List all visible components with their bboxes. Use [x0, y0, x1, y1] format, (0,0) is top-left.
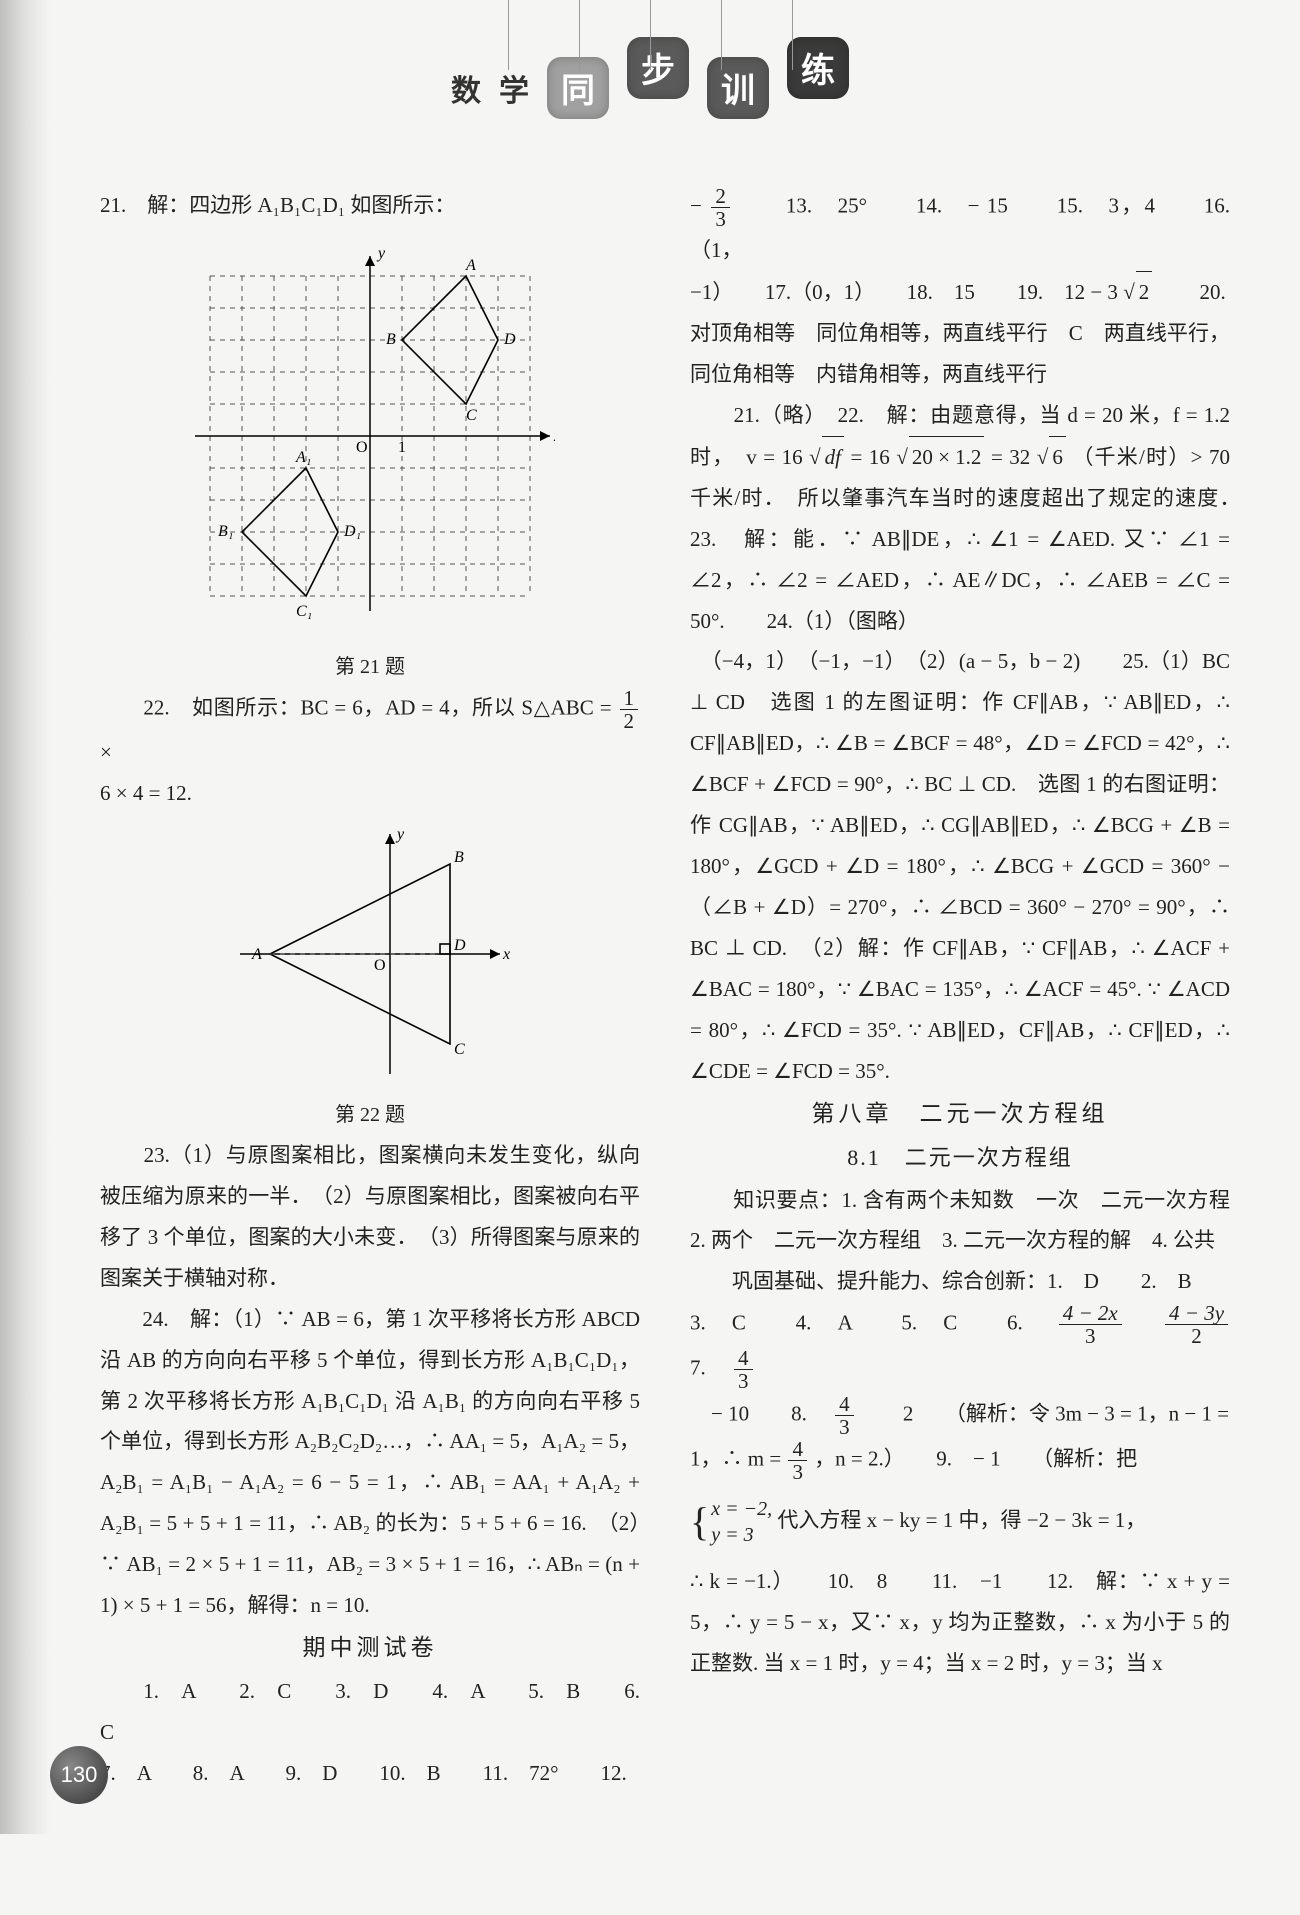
- svg-text:O: O: [356, 439, 368, 456]
- sqrt-6: √6: [1037, 445, 1066, 469]
- q22-line2: 6 × 4 = 12.: [100, 773, 640, 814]
- pr4a: 1，∴ m =: [690, 1446, 786, 1470]
- q22-tail: ×: [100, 740, 112, 764]
- figure-22-caption: 第 22 题: [100, 1096, 640, 1135]
- practice-row2: 3. C 4. A 5. C 6. 4 − 2x 3 4 − 3y 2 7. 4…: [690, 1302, 1230, 1392]
- svg-text:C₁: C₁: [296, 603, 312, 620]
- page-number: 130: [61, 1762, 98, 1788]
- svg-text:x: x: [553, 428, 555, 445]
- r-l4c: = 32: [991, 445, 1030, 469]
- q22-line1: 22. 如图所示：BC = 6，AD = 4，所以 S△ABC =: [100, 695, 618, 719]
- practice-row5: { x = −2, y = 3 代入方程 x − ky = 1 中，得 −2 −…: [690, 1483, 1230, 1561]
- svg-text:C: C: [466, 407, 477, 424]
- q24-text: 24. 解：（1）∵ AB = 6，第 1 次平移将长方形 ABCD 沿 AB …: [100, 1299, 640, 1627]
- sqrt-2: √2: [1123, 280, 1152, 304]
- left-column: 21. 解：四边形 A₁B₁C₁D₁ 如图所示：: [100, 185, 640, 1794]
- pr2a: 3. C 4. A 5. C 6.: [690, 1311, 1049, 1335]
- header-char-1: 数: [451, 66, 481, 110]
- figure-21-caption: 第 21 题: [100, 648, 640, 687]
- r-line1: − 2 3 13. 25° 14. − 15 15. 3，4 16.（1，: [690, 185, 1230, 271]
- frac-2-3: 2 3: [711, 185, 730, 230]
- r-line2a: −1） 17.（0，1） 18. 15 19. 12 − 3: [690, 280, 1118, 304]
- practice-row3: − 10 8. 4 3 2 （解析：令 3m − 3 = 1，n − 1 =: [690, 1393, 1230, 1438]
- r-l4b: = 16: [850, 445, 889, 469]
- page-number-bubble: 130: [50, 1746, 108, 1804]
- frac-4-3-a: 4 3: [734, 1347, 753, 1392]
- pr4b: ，n = 2.） 9. − 1 （解析：把: [814, 1446, 1137, 1470]
- svg-text:A: A: [465, 257, 476, 274]
- r-line5: （−4，1） （−1，−1） （2）(a − 5，b − 2) 25.（1）BC…: [690, 641, 1230, 1091]
- header-rule-lines: [0, 0, 1300, 70]
- section-81-title: 8.1 二元一次方程组: [690, 1137, 1230, 1180]
- right-column: − 2 3 13. 25° 14. − 15 15. 3，4 16.（1， −1…: [690, 185, 1230, 1794]
- svg-text:x: x: [502, 946, 510, 963]
- header-char-2: 学: [499, 66, 529, 110]
- midterm-answers-row1: 1. A 2. C 3. D 4. A 5. B 6. C: [100, 1671, 640, 1753]
- chapter-8-title: 第八章 二元一次方程组: [690, 1092, 1230, 1137]
- svg-text:A₁: A₁: [295, 449, 311, 466]
- sqrt-df: √df: [809, 445, 844, 469]
- brace-system: { x = −2, y = 3: [690, 1483, 772, 1561]
- svg-text:D: D: [503, 331, 516, 348]
- svg-text:B: B: [386, 331, 396, 348]
- two-column-content: 21. 解：四边形 A₁B₁C₁D₁ 如图所示：: [0, 175, 1300, 1834]
- svg-text:C: C: [454, 1041, 465, 1058]
- left-brace-icon: {: [690, 1483, 709, 1561]
- r-line1-pre: −: [690, 193, 709, 217]
- q23-text: 23.（1）与原图案相比，图案横向未发生变化，纵向被压缩为原来的一半． （2）与…: [100, 1135, 640, 1299]
- r-line1-post: 13. 25° 14. − 15 15. 3，4 16.（1，: [690, 193, 1230, 262]
- practice-row6: ∴ k = −1.） 10. 8 11. −1 12. 解：∵ x + y = …: [690, 1561, 1230, 1684]
- q21-intro: 21. 解：四边形 A₁B₁C₁D₁ 如图所示：: [100, 185, 640, 226]
- midterm-answers-row2: 7. A 8. A 9. D 10. B 11. 72° 12.: [100, 1753, 640, 1794]
- pr3a: − 10 8.: [690, 1401, 828, 1425]
- pr3b: 2 （解析：令 3m − 3 = 1，n − 1 =: [861, 1401, 1229, 1425]
- svg-text:O: O: [374, 957, 386, 974]
- pr2gap: [1132, 1311, 1156, 1335]
- frac-4-3-c: 4 3: [788, 1438, 807, 1483]
- midterm-title: 期中测试卷: [100, 1626, 640, 1671]
- q22-text: 22. 如图所示：BC = 6，AD = 4，所以 S△ABC = 1 2 ×: [100, 687, 640, 773]
- practice-head: 巩固基础、提升能力、综合创新：1. D 2. B: [690, 1261, 1230, 1302]
- scan-shadow-left: [0, 0, 50, 1834]
- page-header: 数 学 同 步 训 练: [0, 0, 1300, 175]
- svg-text:B₁: B₁: [218, 523, 233, 540]
- knowledge-points: 知识要点：1. 含有两个未知数 一次 二元一次方程 2. 两个 二元一次方程组 …: [690, 1180, 1230, 1262]
- r-line2b: 20.: [1157, 280, 1225, 304]
- svg-text:y: y: [376, 245, 386, 262]
- svg-text:y: y: [395, 826, 405, 843]
- svg-text:A: A: [251, 946, 262, 963]
- r-line4: 21.（略） 22. 解：由题意得，当 d = 20 米，f = 1.2 时， …: [690, 395, 1230, 642]
- practice-row4: 1，∴ m = 4 3 ，n = 2.） 9. − 1 （解析：把: [690, 1438, 1230, 1483]
- r-line3: 对顶角相等 同位角相等，两直线平行 C 两直线平行，同位角相等 内错角相等，两直…: [690, 313, 1230, 395]
- q22-frac-half: 1 2: [620, 687, 639, 732]
- figure-21: x y O 1 A B C D A₁ B₁ C₁ D₁: [185, 236, 555, 636]
- r-line2: −1） 17.（0，1） 18. 15 19. 12 − 3 √2 20.: [690, 271, 1230, 313]
- pr5: 代入方程 x − ky = 1 中，得 −2 − 3k = 1，: [777, 1508, 1146, 1532]
- svg-text:B: B: [454, 849, 464, 866]
- sqrt-20x12: √20 × 1.2: [896, 445, 984, 469]
- frac-4-3y-2: 4 − 3y 2: [1165, 1302, 1228, 1347]
- brace-bottom: y = 3: [711, 1522, 772, 1548]
- figure-22: x y O A B C D: [230, 824, 510, 1084]
- frac-4-3-b: 4 3: [835, 1393, 854, 1438]
- svg-text:1: 1: [398, 439, 406, 456]
- svg-text:D: D: [453, 937, 466, 954]
- frac-4-2x-3: 4 − 2x 3: [1059, 1302, 1122, 1347]
- svg-text:D₁: D₁: [343, 523, 361, 540]
- brace-top: x = −2,: [711, 1496, 772, 1522]
